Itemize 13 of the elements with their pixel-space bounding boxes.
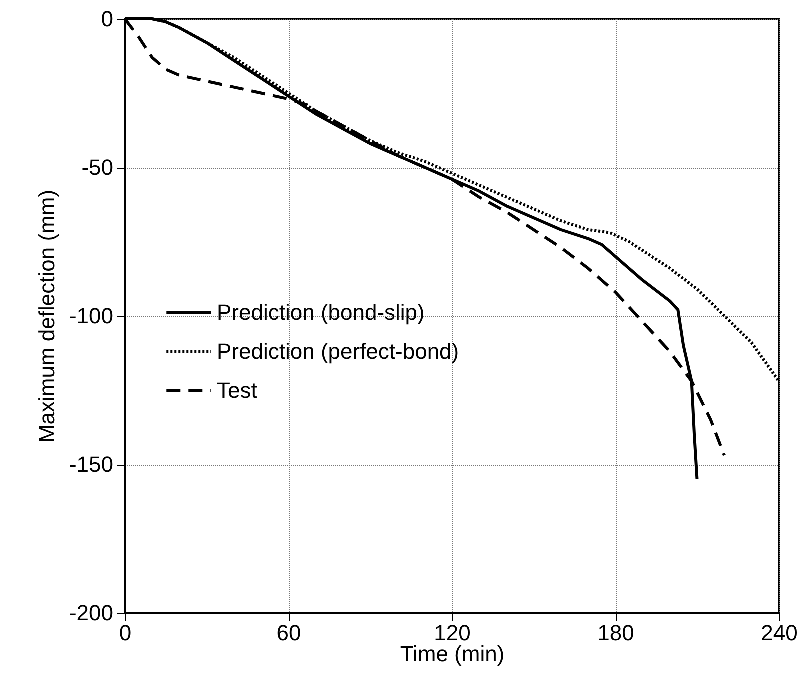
x-tick-label: 240 (761, 620, 798, 646)
y-axis-title: Maximum deflection (mm) (34, 190, 60, 444)
legend-label: Prediction (perfect-bond) (217, 339, 460, 364)
legend-label: Test (217, 378, 258, 403)
y-tick-label: -50 (82, 155, 114, 180)
x-tick-label: 0 (119, 620, 132, 646)
y-tick-label: -100 (69, 304, 114, 328)
y-tick-label: -150 (69, 452, 114, 477)
x-tick-label: 180 (598, 620, 634, 646)
legend-label: Prediction (bond-slip) (217, 300, 425, 325)
y-tick-label: 0 (101, 6, 114, 32)
x-tick-label: 60 (276, 620, 302, 646)
y-tick-label: -200 (69, 600, 114, 626)
